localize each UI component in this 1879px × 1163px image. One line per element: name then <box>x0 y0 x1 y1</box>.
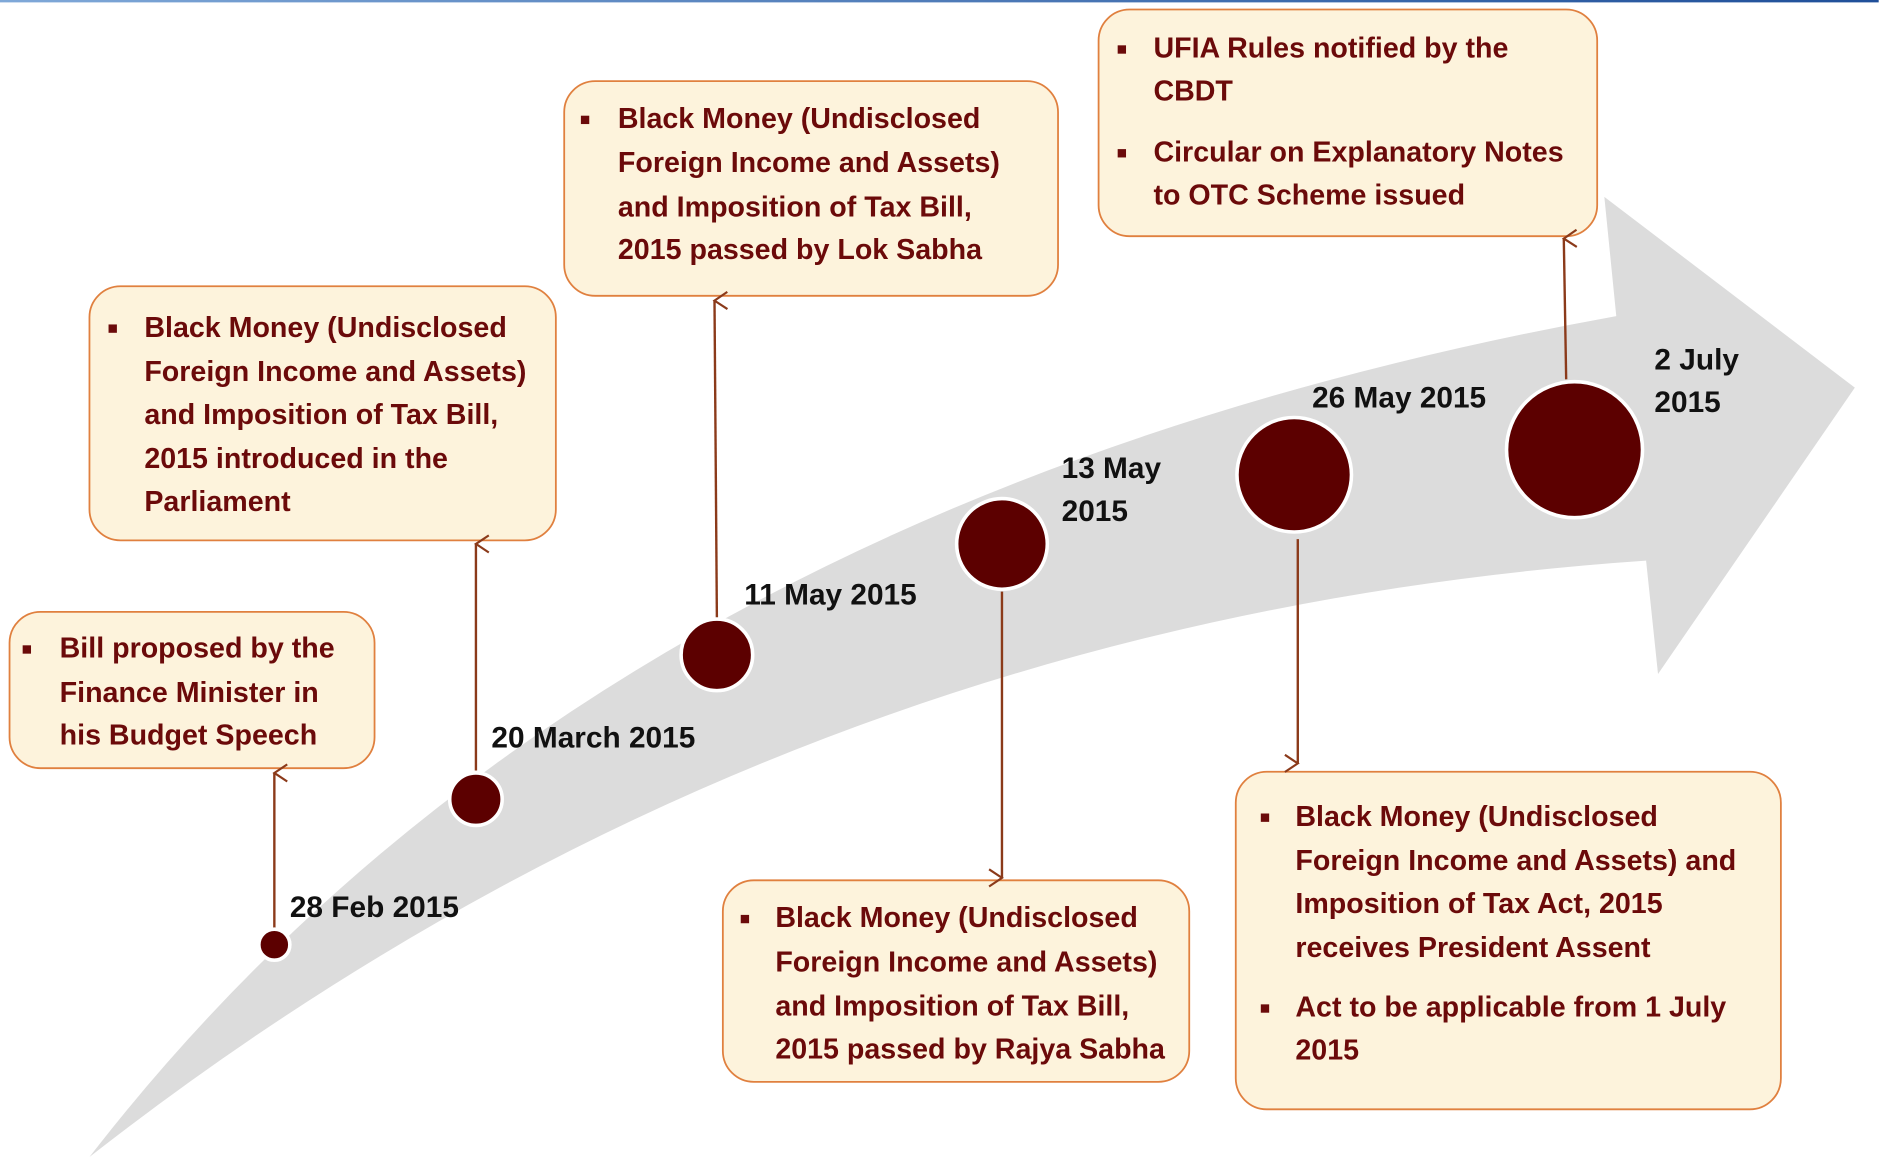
event-text: Foreign Income and Assets) <box>775 946 1157 978</box>
event-date: 28 Feb 2015 <box>290 891 459 924</box>
event-text: Finance Minister in <box>60 677 319 709</box>
bullet <box>108 324 117 333</box>
bullet <box>1260 1004 1270 1013</box>
event-text: Black Money (Undisclosed <box>1295 801 1657 833</box>
event-text: to OTC Scheme issued <box>1153 179 1465 211</box>
bullet <box>22 645 32 654</box>
milestone-dot <box>954 496 1050 592</box>
event-text: Parliament <box>144 486 291 518</box>
event-text: UFIA Rules notified by the <box>1153 33 1508 65</box>
connector-arrow <box>712 291 729 618</box>
event-text: 2015 passed by Lok Sabha <box>618 234 983 266</box>
bullet <box>1117 149 1127 158</box>
event-text: and Imposition of Tax Bill, <box>618 191 972 223</box>
event-text: Black Money (Undisclosed <box>144 312 506 344</box>
event-date: 13 May <box>1062 452 1162 485</box>
event-text: Act to be applicable from 1 July <box>1295 992 1726 1024</box>
event-box <box>88 285 557 542</box>
event-text: receives President Assent <box>1295 932 1651 964</box>
bullet <box>740 914 750 924</box>
event-text: 2015 <box>1295 1035 1359 1067</box>
event-text: Black Money (Undisclosed <box>775 902 1137 934</box>
event-text: Bill proposed by the <box>60 633 335 665</box>
milestone-dot <box>679 617 755 693</box>
event-box <box>8 611 376 770</box>
connector-arrow <box>1561 228 1578 380</box>
events: 28 Feb 2015 Bill proposed by the Finance M… <box>8 8 1782 1111</box>
event-box <box>721 879 1191 1083</box>
event-text: Foreign Income and Assets) <box>144 356 526 388</box>
event-date: 26 May 2015 <box>1312 381 1486 414</box>
milestone-dot <box>1235 415 1354 534</box>
milestone-dot <box>447 771 504 828</box>
event-date: 20 March 2015 <box>491 721 695 754</box>
event-text: and Imposition of Tax Bill, <box>144 399 498 431</box>
bullet <box>580 115 590 125</box>
event-text: Black Money (Undisclosed <box>618 103 980 135</box>
event-text: 2015 introduced in the <box>144 443 448 475</box>
top-rule <box>0 0 1879 3</box>
event-text: Imposition of Tax Act, 2015 <box>1295 888 1662 920</box>
event-box <box>1234 770 1782 1111</box>
event-box <box>1097 8 1599 238</box>
bullet <box>1117 45 1127 54</box>
event-date: 11 May 2015 <box>744 578 916 611</box>
milestone-dot <box>257 927 292 963</box>
event-text: Foreign Income and Assets) <box>618 147 1000 179</box>
event-text: CBDT <box>1153 76 1233 108</box>
bullet <box>1260 813 1270 822</box>
timeline-arrow <box>89 196 1855 1158</box>
event-box <box>563 80 1059 297</box>
event-date: 2015 <box>1062 495 1128 528</box>
event-text: 2015 passed by Rajya Sabha <box>775 1033 1166 1065</box>
event-text: his Budget Speech <box>60 720 318 752</box>
event-text: and Imposition of Tax Bill, <box>775 990 1129 1022</box>
event-text: Foreign Income and Assets) and <box>1295 845 1736 877</box>
milestone-dot <box>1504 379 1645 520</box>
event-date: 2015 <box>1654 386 1720 419</box>
event-text: Circular on Explanatory Notes <box>1153 136 1563 168</box>
event-date: 2 July <box>1654 343 1739 376</box>
